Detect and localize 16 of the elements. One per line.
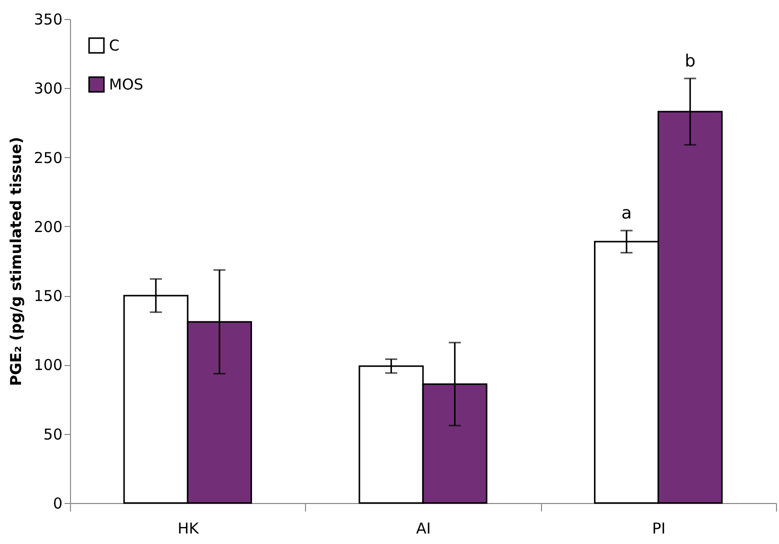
x-tick-label: AI — [416, 520, 431, 538]
y-tick-label: 200 — [34, 218, 62, 236]
x-tick-label: HK — [178, 520, 200, 538]
legend-label: MOS — [109, 76, 144, 94]
y-tick-label: 150 — [34, 287, 62, 306]
y-tick-label: 350 — [34, 10, 62, 28]
annotation: b — [684, 51, 696, 72]
y-tick-label: 100 — [34, 356, 62, 374]
annotation: a — [621, 204, 632, 224]
y-tick-label: 0 — [52, 494, 62, 512]
y-tick-label: 250 — [34, 148, 62, 167]
x-tick-label: PI — [652, 520, 666, 538]
y-axis-title: PGE₂ (pg/g stimulated tissue) — [6, 136, 25, 386]
y-tick-label: 300 — [34, 80, 62, 98]
y-tick-label: 50 — [43, 425, 62, 444]
legend-label: C — [109, 36, 120, 54]
